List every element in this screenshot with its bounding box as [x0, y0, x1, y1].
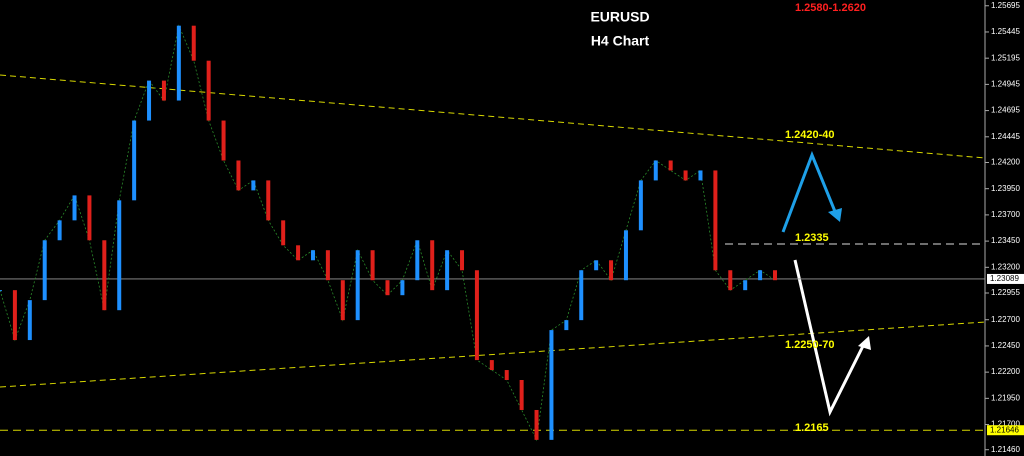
candle — [415, 240, 420, 281]
level-annotation: 1.2165 — [795, 422, 829, 434]
candle — [72, 195, 77, 221]
candle — [0, 290, 2, 292]
y-tick-label: 1.23950 — [991, 184, 1020, 193]
y-tick-label: 1.25695 — [991, 1, 1020, 10]
candle — [474, 270, 479, 361]
blue-arrow — [781, 150, 838, 233]
candle — [504, 370, 509, 380]
candle — [42, 240, 47, 301]
blue-arrowhead — [828, 208, 842, 222]
candle — [385, 280, 390, 296]
candle — [430, 240, 435, 291]
candle — [460, 250, 465, 271]
candle — [340, 280, 345, 321]
candle — [296, 245, 301, 261]
candle — [758, 270, 763, 281]
candle — [549, 330, 554, 440]
candle — [102, 240, 107, 311]
candle — [653, 160, 658, 181]
current-price-box — [987, 273, 1024, 284]
candle — [713, 170, 718, 271]
y-tick-label: 1.21950 — [991, 393, 1020, 402]
chart-subtitle: H4 Chart — [591, 33, 650, 49]
candle — [609, 260, 614, 281]
y-tick-label: 1.25445 — [991, 27, 1020, 36]
candle — [251, 180, 256, 191]
candle — [564, 320, 569, 331]
candle — [325, 250, 330, 281]
candle — [668, 160, 673, 171]
low-price-label: 1.21646 — [990, 425, 1019, 434]
y-tick-label: 1.23700 — [991, 210, 1020, 219]
y-tick-label: 1.24945 — [991, 79, 1020, 88]
candle — [310, 250, 315, 261]
candle — [206, 60, 211, 121]
y-tick-label: 1.24695 — [991, 106, 1020, 115]
candle — [87, 195, 92, 241]
candle — [191, 25, 196, 61]
white-arrowhead — [858, 336, 871, 350]
candle — [355, 250, 360, 321]
candle — [728, 270, 733, 291]
lower-trendline — [0, 321, 986, 388]
price-line — [0, 24, 776, 442]
y-tick-label: 1.24200 — [991, 158, 1020, 167]
chart-title: EURUSD — [590, 9, 649, 25]
candle — [147, 80, 152, 121]
candle — [579, 270, 584, 321]
candle — [221, 120, 226, 161]
candle — [519, 380, 524, 410]
candle — [445, 250, 450, 291]
y-tick-label: 1.21460 — [991, 445, 1020, 454]
candle — [400, 280, 405, 296]
candle — [534, 409, 539, 440]
candle — [594, 260, 599, 271]
y-tick-label: 1.22200 — [991, 367, 1020, 376]
candle — [27, 300, 32, 341]
y-tick-label: 1.22700 — [991, 315, 1020, 324]
level-annotation: 1.2335 — [795, 232, 829, 244]
candle — [132, 120, 137, 201]
candle — [236, 160, 241, 191]
y-tick-label: 1.25195 — [991, 53, 1020, 62]
level-annotation: 1.2250-70 — [785, 339, 835, 351]
candle — [489, 360, 494, 371]
candle — [370, 250, 375, 281]
white-arrow — [793, 259, 866, 417]
candle — [176, 25, 181, 101]
y-tick-label: 1.21700 — [991, 420, 1020, 429]
candle — [683, 170, 688, 181]
candle — [281, 220, 286, 246]
y-tick-label: 1.23450 — [991, 236, 1020, 245]
candle — [266, 180, 271, 221]
level-annotation: 1.2580-1.2620 — [795, 2, 866, 14]
low-price-box — [987, 425, 1024, 436]
level-annotation: 1.2420-40 — [785, 129, 835, 141]
y-tick-label: 1.23200 — [991, 262, 1020, 271]
candle — [57, 220, 62, 241]
candle — [638, 180, 643, 231]
y-tick-label: 1.22450 — [991, 341, 1020, 350]
candle — [12, 290, 17, 341]
candle — [773, 270, 777, 281]
y-tick-label: 1.22955 — [991, 288, 1020, 297]
candle — [698, 170, 703, 181]
candle — [623, 230, 628, 281]
candle — [117, 200, 122, 311]
current-price-label: 1.23089 — [990, 274, 1019, 283]
candle — [743, 280, 748, 291]
y-tick-label: 1.24445 — [991, 132, 1020, 141]
candle — [161, 80, 166, 101]
